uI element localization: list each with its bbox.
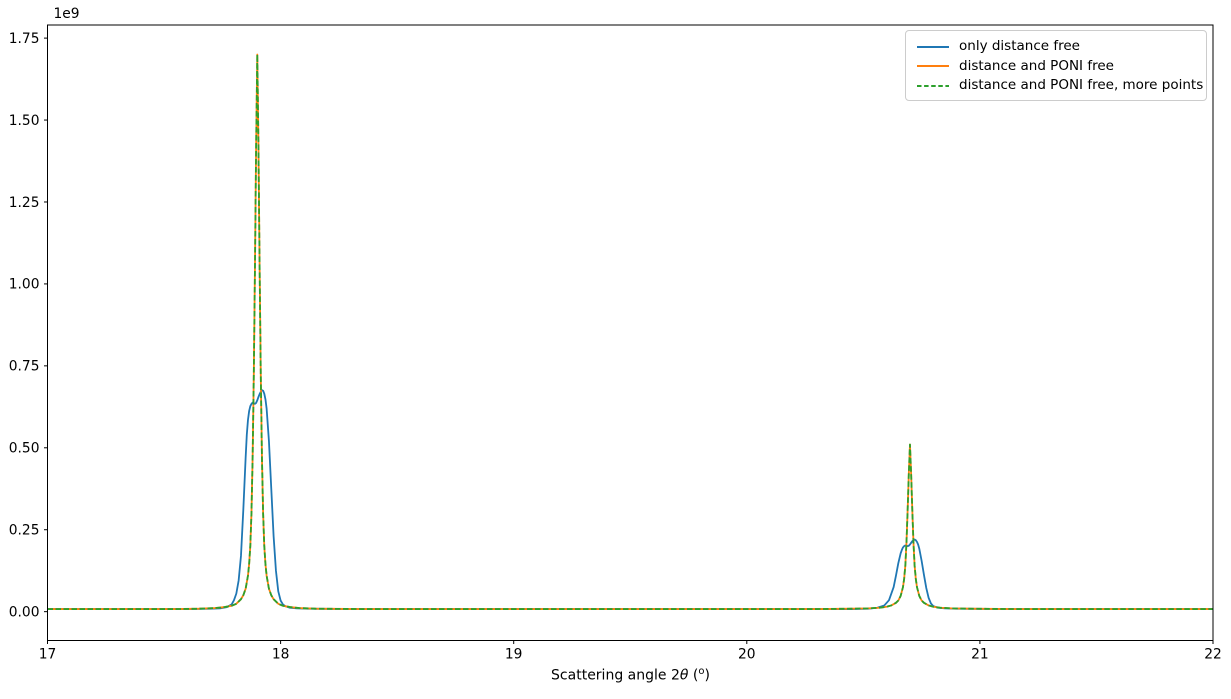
- series-line-distance-and-poni-free: [47, 53, 1213, 610]
- series-line-distance-and-poni-free-more-points: [47, 53, 1213, 610]
- legend-line-sample-dashed-green: [917, 84, 949, 87]
- y-tick-label: 1.25: [9, 195, 40, 211]
- legend-entry-only-distance-free: only distance free: [916, 37, 1206, 57]
- legend-label: only distance free: [959, 38, 1080, 54]
- x-axis-label-theta: θ: [679, 667, 689, 684]
- x-axis-label-paren-open: (: [688, 667, 699, 684]
- x-tick-label: 22: [1204, 647, 1222, 663]
- y-axis-offset-label: 1e9: [54, 6, 80, 22]
- y-tick-label: 0.50: [9, 441, 40, 457]
- legend-entry-distance-and-poni-free: distance and PONI free: [916, 57, 1206, 77]
- x-axis-label-prefix: Scattering angle 2: [551, 667, 680, 684]
- y-tick-label: 1.75: [9, 31, 40, 47]
- y-tick-label: 1.00: [9, 277, 40, 293]
- y-tick-label: 1.50: [9, 113, 40, 129]
- legend: only distance free distance and PONI fre…: [905, 30, 1207, 101]
- x-tick-label: 21: [971, 647, 989, 663]
- series-line-only-distance-free: [47, 389, 1213, 610]
- x-axis-label: Scattering angle 2θ (o): [15, 666, 1231, 684]
- y-tick-label: 0.75: [9, 359, 40, 375]
- legend-label: distance and PONI free, more points: [959, 77, 1204, 93]
- plot-border: [47, 24, 1214, 641]
- x-tick-label: 20: [738, 647, 756, 663]
- y-tick-label: 0.00: [9, 604, 40, 620]
- legend-line-sample-solid-orange: [917, 65, 949, 68]
- y-tick-label: 0.25: [9, 523, 40, 539]
- x-tick-label: 18: [272, 647, 290, 663]
- legend-line-sample-solid-blue: [917, 45, 949, 48]
- x-tick-label: 19: [505, 647, 523, 663]
- x-axis-label-paren-close: ): [704, 667, 710, 684]
- legend-entry-distance-and-poni-free-more-points: distance and PONI free, more points: [916, 76, 1206, 96]
- x-tick-label: 17: [39, 647, 57, 663]
- legend-label: distance and PONI free: [959, 57, 1114, 74]
- x-axis-label-degree-sup: o: [698, 666, 705, 677]
